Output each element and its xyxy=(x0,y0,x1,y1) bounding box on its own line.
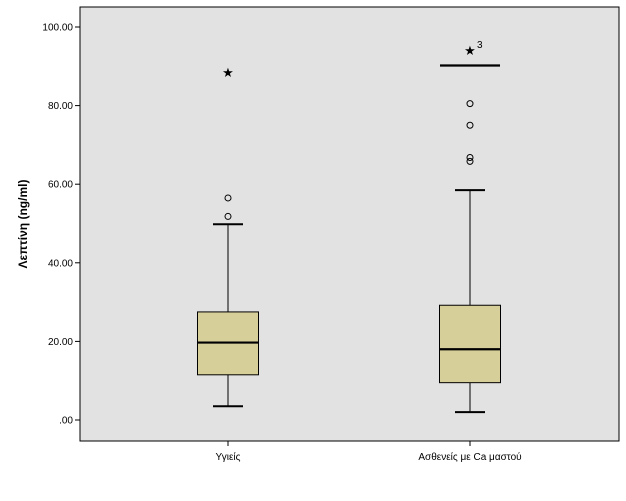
x-category-label: Ασθενείς με Ca μαστού xyxy=(418,451,521,463)
outlier-point xyxy=(466,100,474,108)
outlier-point xyxy=(466,121,474,129)
y-tick-label: 60.00 xyxy=(48,180,73,191)
outlier-point xyxy=(224,194,232,202)
extreme-case-label: 3 xyxy=(477,40,483,51)
x-category-label: Υγιείς xyxy=(216,451,241,463)
outlier-point xyxy=(466,153,474,161)
iqr-box xyxy=(439,304,501,384)
x-axis-labels: Υγιείς Ασθενείς με Ca μαστού xyxy=(216,441,522,463)
y-tick-label: .00 xyxy=(59,416,73,427)
y-axis-title: Λεπτίνη (ng/ml) xyxy=(16,180,30,269)
box-group: ★ 3 xyxy=(439,40,501,414)
y-tick-label: 20.00 xyxy=(48,337,73,348)
y-tick-label: 40.00 xyxy=(48,258,73,269)
outlier-point xyxy=(466,157,474,165)
y-tick-label: 100.00 xyxy=(42,23,73,34)
plot-area xyxy=(79,6,620,442)
box-group: ★ xyxy=(197,66,259,408)
outlier-point xyxy=(224,212,232,220)
y-tick-label: 80.00 xyxy=(48,101,73,112)
extreme-point: ★ xyxy=(464,44,476,59)
extreme-point: ★ xyxy=(222,66,234,81)
boxes: ★★ 3 xyxy=(197,40,501,414)
y-axis: .00 20.00 40.00 60.00 80.00 100.00 xyxy=(42,23,80,427)
